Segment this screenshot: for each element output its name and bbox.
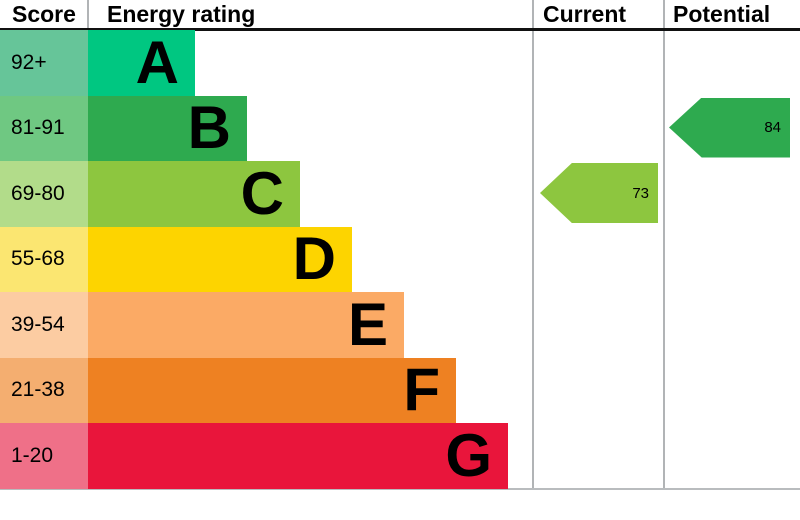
- current-rating-value: 73: [632, 184, 649, 202]
- band-score-range: 39-54: [0, 292, 88, 358]
- current-rating-arrow: 73: [540, 163, 658, 223]
- potential-rating-value: 84: [764, 119, 781, 136]
- header-current: Current: [543, 0, 627, 27]
- band-bar: C: [88, 161, 300, 227]
- band-bar: F: [88, 356, 456, 424]
- header-score: Score: [12, 0, 76, 27]
- band-bar: A: [88, 30, 195, 96]
- band-row: 69-80 C: [0, 161, 300, 227]
- band-score-range: 69-80: [0, 161, 88, 227]
- band-row: 21-38 F: [0, 356, 456, 424]
- band-bar: E: [88, 292, 404, 358]
- band-row: 92+ A: [0, 30, 195, 96]
- band-letter: C: [240, 159, 284, 227]
- band-score-range: 81-91: [0, 95, 88, 161]
- band-letter: B: [187, 94, 231, 162]
- band-letter: F: [403, 356, 440, 424]
- band-bar: D: [88, 225, 352, 293]
- band-row: 39-54 E: [0, 292, 404, 358]
- band-score-range: 21-38: [0, 357, 88, 423]
- band-letter: A: [135, 28, 179, 96]
- potential-rating-arrow: 84: [669, 97, 790, 158]
- band-score-range: 92+: [0, 30, 88, 96]
- band-letter: G: [445, 421, 492, 489]
- band-bar: G: [88, 423, 508, 489]
- header-underline: [0, 28, 800, 31]
- divider-current-column: [532, 0, 534, 489]
- band-row: 81-91 B: [0, 94, 247, 162]
- divider-potential-column: [663, 0, 665, 489]
- header-energy-rating: Energy rating: [107, 0, 256, 27]
- band-bar: B: [88, 94, 247, 162]
- chart-bottom-line: [0, 488, 800, 490]
- band-row: 55-68 D: [0, 225, 352, 293]
- header-potential: Potential: [673, 0, 771, 27]
- divider-score-column: [87, 0, 89, 28]
- band-score-range: 55-68: [0, 226, 88, 292]
- band-letter: D: [292, 225, 336, 293]
- band-score-range: 1-20: [0, 423, 88, 489]
- band-letter: E: [347, 290, 388, 358]
- band-row: 1-20 G: [0, 423, 508, 489]
